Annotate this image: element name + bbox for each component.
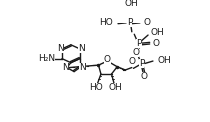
Text: OH: OH [125,0,139,8]
Text: O: O [143,18,150,27]
Text: O: O [140,72,147,81]
Text: HO: HO [89,83,103,92]
Text: N: N [78,44,85,53]
Text: N: N [57,44,64,53]
Text: O: O [128,57,135,66]
Text: H₂N: H₂N [38,54,55,63]
Text: P: P [139,59,144,68]
Text: OH: OH [109,83,122,92]
Text: P: P [136,40,142,48]
Text: O: O [153,39,160,48]
Text: N: N [62,63,68,72]
Text: HO: HO [99,18,113,27]
Text: O: O [132,48,139,57]
Text: OH: OH [158,56,172,65]
Text: OH: OH [151,28,164,37]
Text: O: O [104,55,111,64]
Text: N: N [79,63,86,72]
Text: P: P [127,18,132,27]
